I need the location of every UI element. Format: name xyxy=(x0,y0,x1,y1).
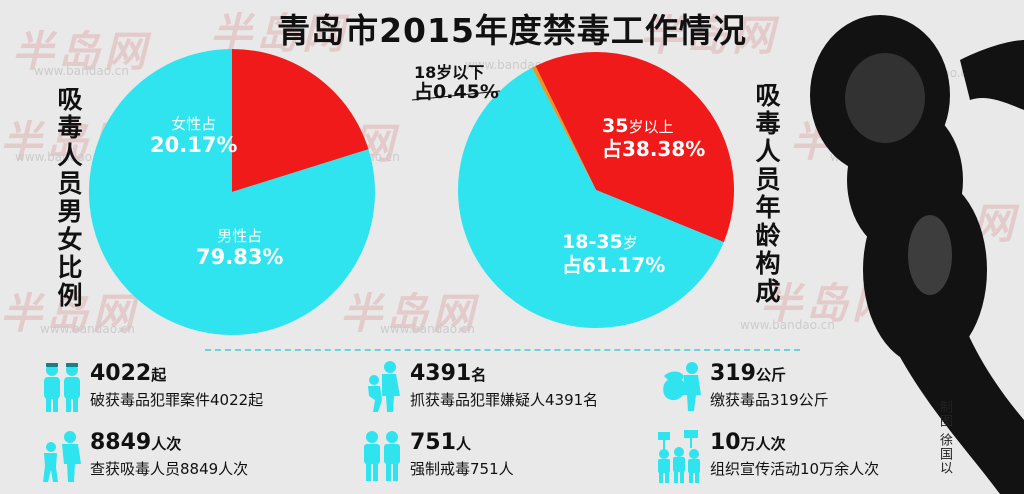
stat-campaigns-unit: 万人次 xyxy=(740,435,786,453)
stat-seized-number: 319 xyxy=(710,361,756,386)
page-title: 青岛市2015年度禁毒工作情况 xyxy=(277,11,747,50)
watermark: 半岛网 xyxy=(12,27,151,76)
watermark-url: www.bandao.cn xyxy=(15,150,110,164)
stat-cases-unit: 起 xyxy=(151,366,167,384)
pie2-over35-num: 35 xyxy=(602,115,629,137)
graphic-credit: 制图 徐国以 xyxy=(937,400,952,476)
pie2-title: 吸毒人员年龄构成 xyxy=(752,82,781,306)
watermark: 半岛网 xyxy=(340,289,479,338)
pie1-female-label: 女性占 xyxy=(171,115,217,133)
pie2-slice-1 xyxy=(458,67,724,328)
pie2-over35-value: 占38.38% xyxy=(602,136,706,161)
stat-campaigns-number: 10 xyxy=(710,430,741,455)
stat-cases-number: 4022 xyxy=(90,361,152,386)
pie2-over35-unit: 岁以上 xyxy=(628,118,674,136)
stat-campaigns: 10万人次 组织宣传活动10万余人次 xyxy=(710,430,879,479)
pie2-slice-0 xyxy=(535,51,734,243)
pie2-over35-annotation: 35岁以上 占38.38% xyxy=(602,115,706,161)
stat-rehab: 751人 强制戒毒751人 xyxy=(410,430,514,479)
stat-users-number: 8849 xyxy=(90,430,152,455)
stat-users-unit: 人次 xyxy=(151,435,182,453)
crowd-signs-icon xyxy=(658,430,700,483)
stat-seized: 319公斤 缴获毒品319公斤 xyxy=(710,361,829,410)
pie1-male-label: 男性占 xyxy=(217,227,263,245)
stat-rehab-unit: 人 xyxy=(455,435,471,453)
two-people-icon xyxy=(364,431,400,481)
stat-suspects-unit: 名 xyxy=(471,366,487,384)
stat-suspects-number: 4391 xyxy=(410,361,472,386)
watermark-url: www.bandao.cn xyxy=(380,322,475,336)
stat-rehab-desc: 强制戒毒751人 xyxy=(410,460,514,478)
watermark: 半岛网 xyxy=(640,11,779,60)
pie1-slice-0 xyxy=(232,49,369,192)
stat-seized-unit: 公斤 xyxy=(755,366,786,384)
stat-cases: 4022起 破获毒品犯罪案件4022起 xyxy=(90,361,263,410)
pie2-slice-2 xyxy=(532,65,596,190)
police-officers-icon xyxy=(44,363,80,412)
watermark-url: www.bandao.cn xyxy=(740,318,835,332)
stat-cases-desc: 破获毒品犯罪案件4022起 xyxy=(90,391,264,409)
stat-rehab-number: 751 xyxy=(410,430,456,455)
stat-campaigns-desc: 组织宣传活动10万余人次 xyxy=(710,460,880,478)
detain-icon xyxy=(43,431,81,482)
watermark: 半岛网 xyxy=(0,289,139,338)
pie1-female-value: 20.17% xyxy=(150,133,238,158)
pie2-mid-value: 占61.17% xyxy=(562,252,666,277)
seized-bag-icon xyxy=(663,362,701,411)
pie2-mid-num: 18-35 xyxy=(562,231,623,253)
pie2-mid-unit: 岁 xyxy=(622,234,638,252)
arrest-icon xyxy=(368,361,400,412)
stat-users: 8849人次 查获吸毒人员8849人次 xyxy=(90,430,248,479)
stat-suspects-desc: 抓获毒品犯罪嫌疑人4391名 xyxy=(410,391,599,409)
dashed-divider xyxy=(205,349,800,351)
pie2-under18-label: 18岁以下 xyxy=(414,63,485,82)
pie1-male-value: 79.83% xyxy=(196,245,284,270)
pie2-mid-annotation: 18-35岁 占61.17% xyxy=(562,231,666,277)
pie1-title: 吸毒人员男女比例 xyxy=(54,86,83,310)
pie1-female-annotation: 女性占 20.17% xyxy=(150,115,238,158)
pie1-slice-1 xyxy=(89,49,376,335)
pie1-male-annotation: 男性占 79.83% xyxy=(196,227,284,270)
stat-seized-desc: 缴获毒品319公斤 xyxy=(710,391,829,409)
stat-suspects: 4391名 抓获毒品犯罪嫌疑人4391名 xyxy=(410,361,598,410)
stat-users-desc: 查获吸毒人员8849人次 xyxy=(90,460,249,478)
watermark-url: www.bandao.cn xyxy=(34,64,129,78)
watermark-url: www.bandao.cn xyxy=(40,322,135,336)
